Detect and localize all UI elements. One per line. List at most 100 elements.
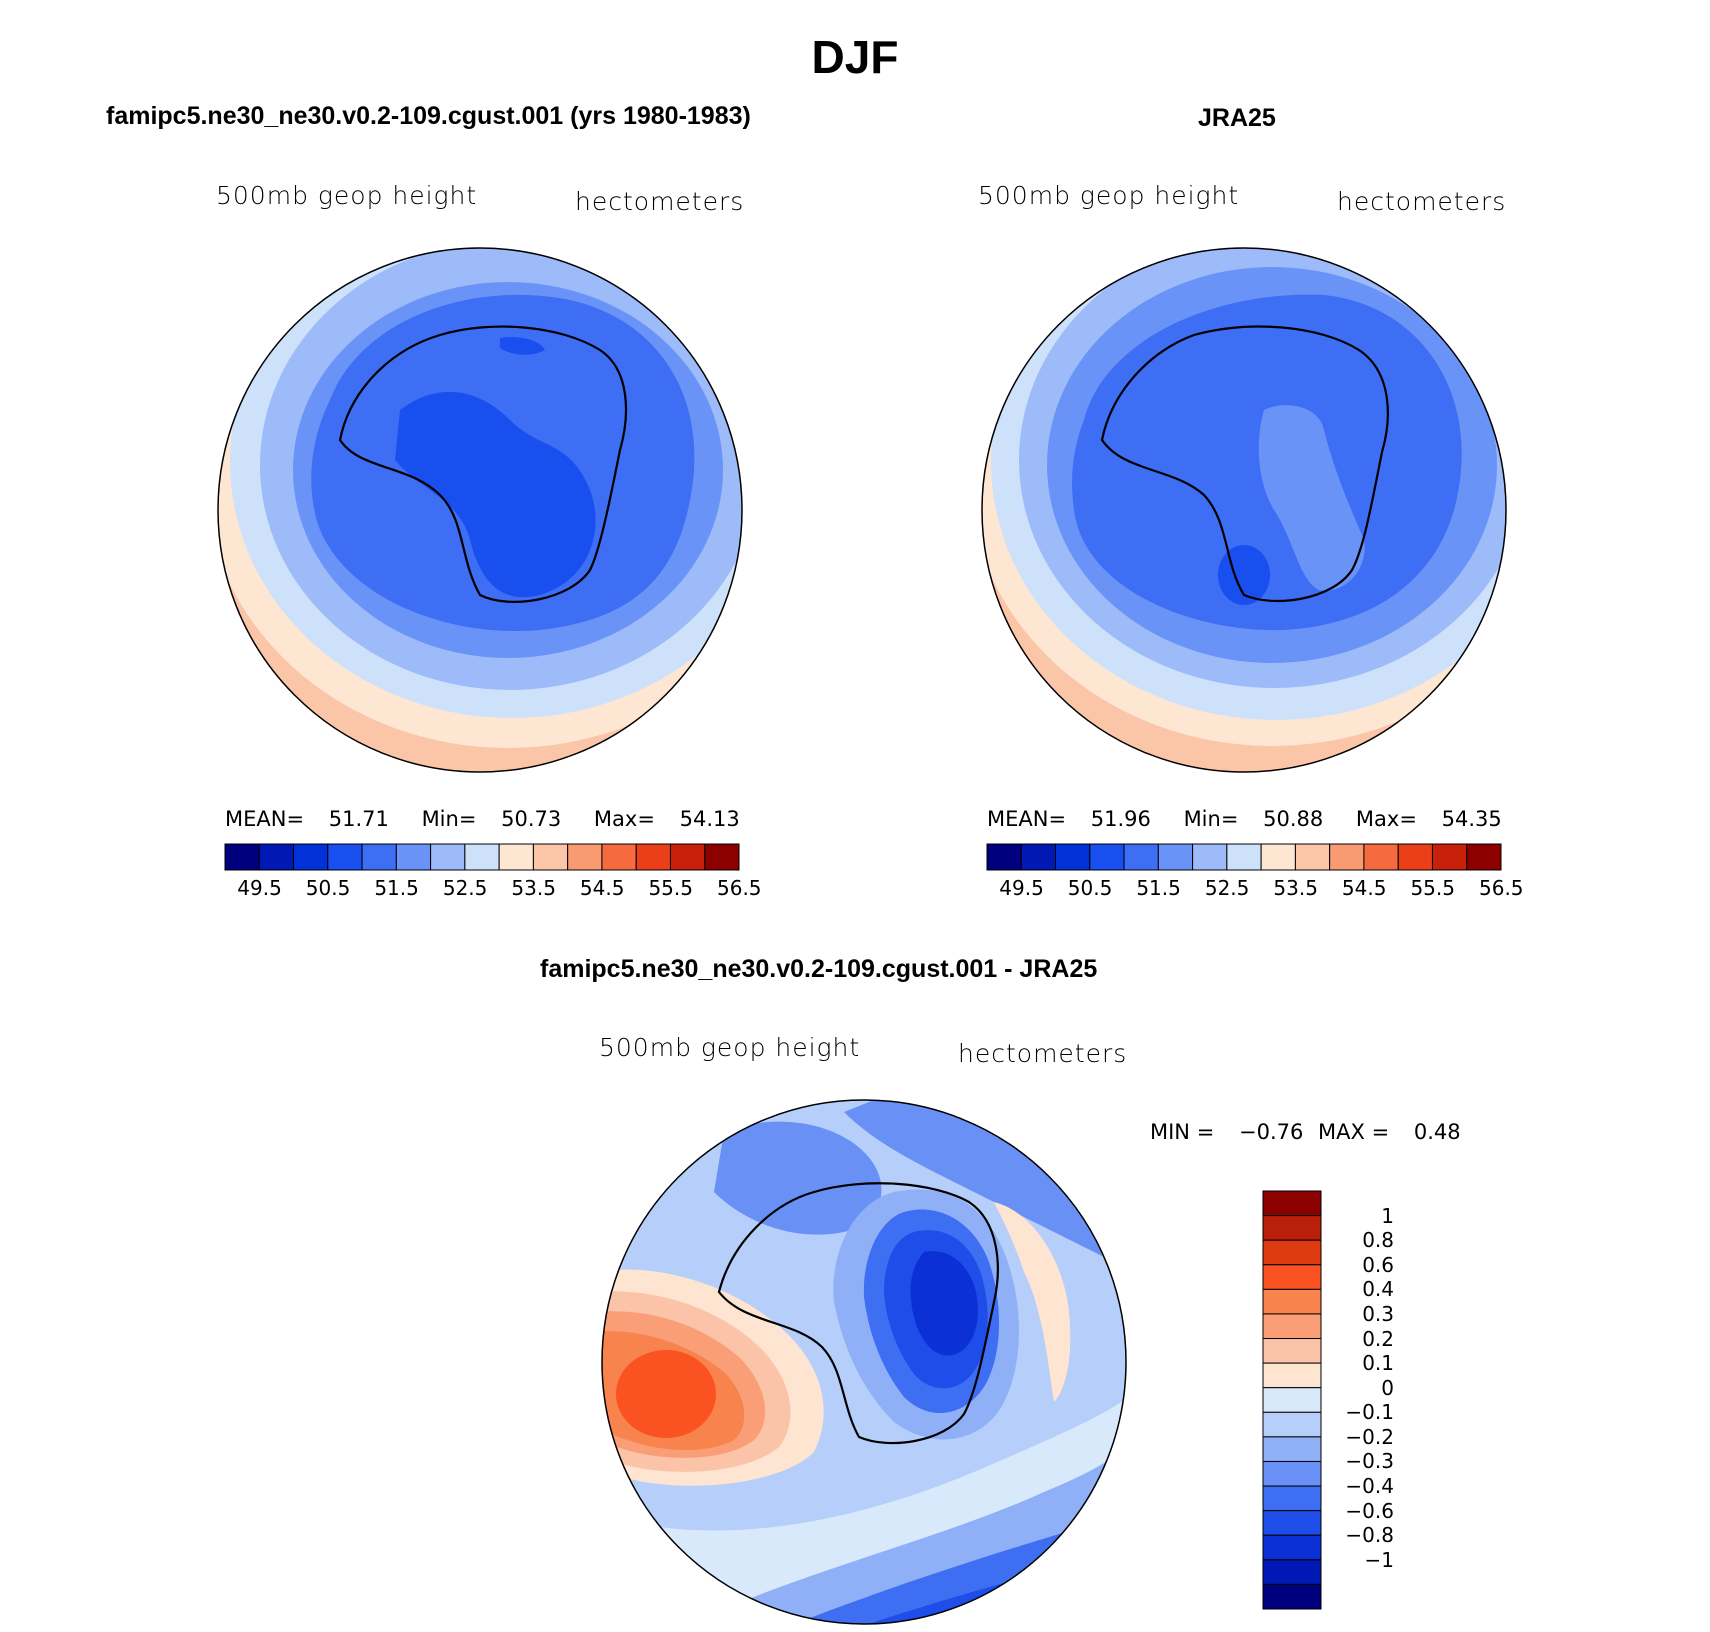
panel-2-colorbar-tick-label: 51.5 xyxy=(1136,876,1181,900)
diff-colorbar-label: 0.6 xyxy=(1362,1252,1394,1277)
panel-2-colorbar-box xyxy=(1089,843,1125,871)
diff-colorbar-box xyxy=(1262,1362,1322,1389)
panel-1-colorbar-tick-label: 55.5 xyxy=(648,876,693,900)
panel-2-max-label: Max= xyxy=(1355,807,1417,831)
panel-2-colorbar-box xyxy=(1192,843,1228,871)
panel-2-colorbar-box xyxy=(1466,843,1502,871)
diff-colorbar-label: −0.2 xyxy=(1345,1424,1394,1449)
panel-1-colorbar-box xyxy=(361,843,397,871)
diff-title: famipc5.ne30_ne30.v0.2-109.cgust.001 - J… xyxy=(540,955,1098,983)
diff-colorbar-labels: 1 0.8 0.6 0.4 0.3 0.2 0.1 0 −0.1 −0.2 −0.3 −0.4 −0.6… xyxy=(1330,1190,1450,1610)
panel-2-min-label: Min= xyxy=(1183,807,1239,831)
panel-2-colorbar-box xyxy=(1329,843,1365,871)
panel-1-stats: MEAN= 51.71 Min= 50.73 Max= 54.13 xyxy=(225,807,740,831)
panel-1-colorbar-tick-label: 53.5 xyxy=(511,876,556,900)
diff-colorbar-label: −0.6 xyxy=(1345,1498,1394,1523)
panel-1-colorbar-box xyxy=(293,843,329,871)
panel-1-colorbar-box xyxy=(601,843,637,871)
diff-map xyxy=(601,1099,1127,1625)
panel-1-colorbar-box xyxy=(395,843,432,871)
diff-colorbar-box xyxy=(1262,1239,1322,1266)
diff-colorbar-box xyxy=(1262,1436,1322,1462)
panel-2-colorbar-tick-label: 54.5 xyxy=(1341,876,1387,900)
panel-2-min-value: 50.88 xyxy=(1263,807,1324,831)
panel-1-colorbar-tick-label: 54.5 xyxy=(579,876,625,900)
panel-1-title: famipc5.ne30_ne30.v0.2-109.cgust.001 (yr… xyxy=(106,102,751,130)
diff-colorbar xyxy=(1262,1190,1322,1610)
panel-2-map xyxy=(981,247,1507,773)
diff-colorbar-box xyxy=(1262,1288,1322,1315)
panel-2-colorbar-box xyxy=(1123,843,1159,871)
diff-colorbar-label: −1 xyxy=(1364,1547,1394,1572)
diff-colorbar-box xyxy=(1262,1510,1322,1536)
diff-colorbar-box xyxy=(1262,1313,1322,1340)
panel-1-colorbar-box xyxy=(567,843,603,871)
panel-1-units-label: hectometers xyxy=(575,187,745,216)
diff-max-value: 0.48 xyxy=(1413,1120,1461,1144)
diff-colorbar-label: −0.8 xyxy=(1345,1523,1394,1548)
diff-colorbar-box xyxy=(1262,1264,1322,1290)
diff-min-label: MIN = xyxy=(1150,1120,1215,1144)
panel-1-colorbar-box xyxy=(224,843,260,871)
panel-1-colorbar-tick-label: 50.5 xyxy=(305,876,351,900)
panel-2-mean-label: MEAN= xyxy=(987,807,1067,831)
panel-1-map xyxy=(217,247,743,773)
panel-2-colorbar-box xyxy=(1431,843,1468,871)
diff-colorbar-label: −0.1 xyxy=(1345,1400,1394,1425)
panel-2-colorbar-box xyxy=(1020,843,1057,871)
panel-1-min-label: Min= xyxy=(421,807,477,831)
diff-colorbar-box xyxy=(1262,1338,1322,1364)
panel-1-colorbar xyxy=(224,843,740,871)
diff-colorbar-label: −0.4 xyxy=(1345,1474,1394,1499)
panel-2-colorbar-box xyxy=(1397,843,1433,871)
diff-variable-label: 500mb geop height xyxy=(599,1033,861,1062)
diff-colorbar-label: 0.4 xyxy=(1362,1277,1394,1302)
diff-max-label: MAX = xyxy=(1318,1120,1390,1144)
panel-1-colorbar-ticks: 49.5 50.5 51.5 52.5 53.5 54.5 55.5 56.5 xyxy=(224,876,761,902)
panel-1-colorbar-box xyxy=(464,843,500,871)
panel-2-colorbar-box xyxy=(1363,843,1399,871)
panel-1-colorbar-box xyxy=(704,843,740,871)
panel-1-colorbar-box xyxy=(635,843,671,871)
panel-2-colorbar-box xyxy=(1055,843,1091,871)
panel-1-max-label: Max= xyxy=(593,807,655,831)
diff-colorbar-box xyxy=(1262,1411,1322,1438)
panel-2-colorbar-box xyxy=(1226,843,1262,871)
panel-1-colorbar-tick-label: 52.5 xyxy=(442,876,488,900)
diff-units-label: hectometers xyxy=(958,1039,1128,1068)
diff-colorbar-label: 0.2 xyxy=(1362,1326,1394,1351)
panel-1-colorbar-box xyxy=(498,843,534,871)
figure-title: DJF xyxy=(811,31,899,83)
panel-1-colorbar-tick-label: 56.5 xyxy=(717,876,762,900)
panel-1-colorbar-box xyxy=(258,843,295,871)
panel-2-max-value: 54.35 xyxy=(1441,807,1502,831)
diff-colorbar-box xyxy=(1262,1559,1322,1585)
panel-2-colorbar-box xyxy=(1294,843,1331,871)
panel-1-colorbar-box xyxy=(669,843,706,871)
diff-colorbar-label: 0 xyxy=(1381,1375,1394,1400)
panel-2-title: JRA25 xyxy=(1198,104,1276,132)
panel-2-colorbar-ticks: 49.5 50.5 51.5 52.5 53.5 54.5 55.5 56.5 xyxy=(986,876,1523,902)
diff-colorbar-box xyxy=(1262,1387,1322,1413)
panel-1-mean-value: 51.71 xyxy=(328,807,389,831)
panel-2-colorbar-tick-label: 56.5 xyxy=(1479,876,1524,900)
panel-2-colorbar-tick-label: 55.5 xyxy=(1410,876,1455,900)
diff-colorbar-box xyxy=(1262,1215,1322,1241)
panel-2-colorbar-box xyxy=(1260,843,1296,871)
panel-2-colorbar-box xyxy=(986,843,1022,871)
panel-2-colorbar-tick-label: 49.5 xyxy=(999,876,1044,900)
panel-2-variable-label: 500mb geop height xyxy=(978,181,1240,210)
panel-1-max-value: 54.13 xyxy=(679,807,740,831)
diff-colorbar-box xyxy=(1262,1485,1322,1512)
diff-colorbar-box xyxy=(1262,1534,1322,1561)
diff-colorbar-box xyxy=(1262,1190,1322,1217)
panel-1-colorbar-box xyxy=(430,843,466,871)
diff-colorbar-box xyxy=(1262,1583,1322,1610)
diff-colorbar-label: 0.3 xyxy=(1362,1301,1394,1326)
diff-colorbar-label: 0.1 xyxy=(1362,1351,1394,1376)
diff-minmax: MIN = −0.76 MAX = 0.48 xyxy=(1150,1120,1461,1144)
panel-1-min-value: 50.73 xyxy=(501,807,562,831)
panel-2-units-label: hectometers xyxy=(1337,187,1507,216)
panel-2-colorbar-tick-label: 53.5 xyxy=(1273,876,1318,900)
panel-2-colorbar-box xyxy=(1157,843,1194,871)
